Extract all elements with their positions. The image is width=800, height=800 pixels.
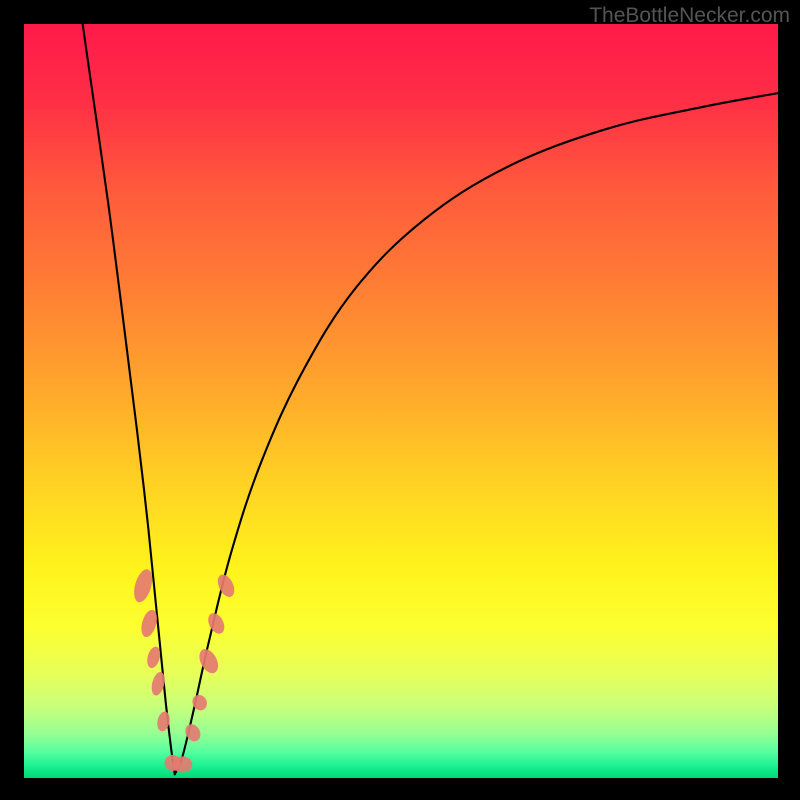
gradient-background [24, 24, 778, 778]
plot-area [24, 24, 778, 778]
watermark-text: TheBottleNecker.com [589, 4, 790, 28]
